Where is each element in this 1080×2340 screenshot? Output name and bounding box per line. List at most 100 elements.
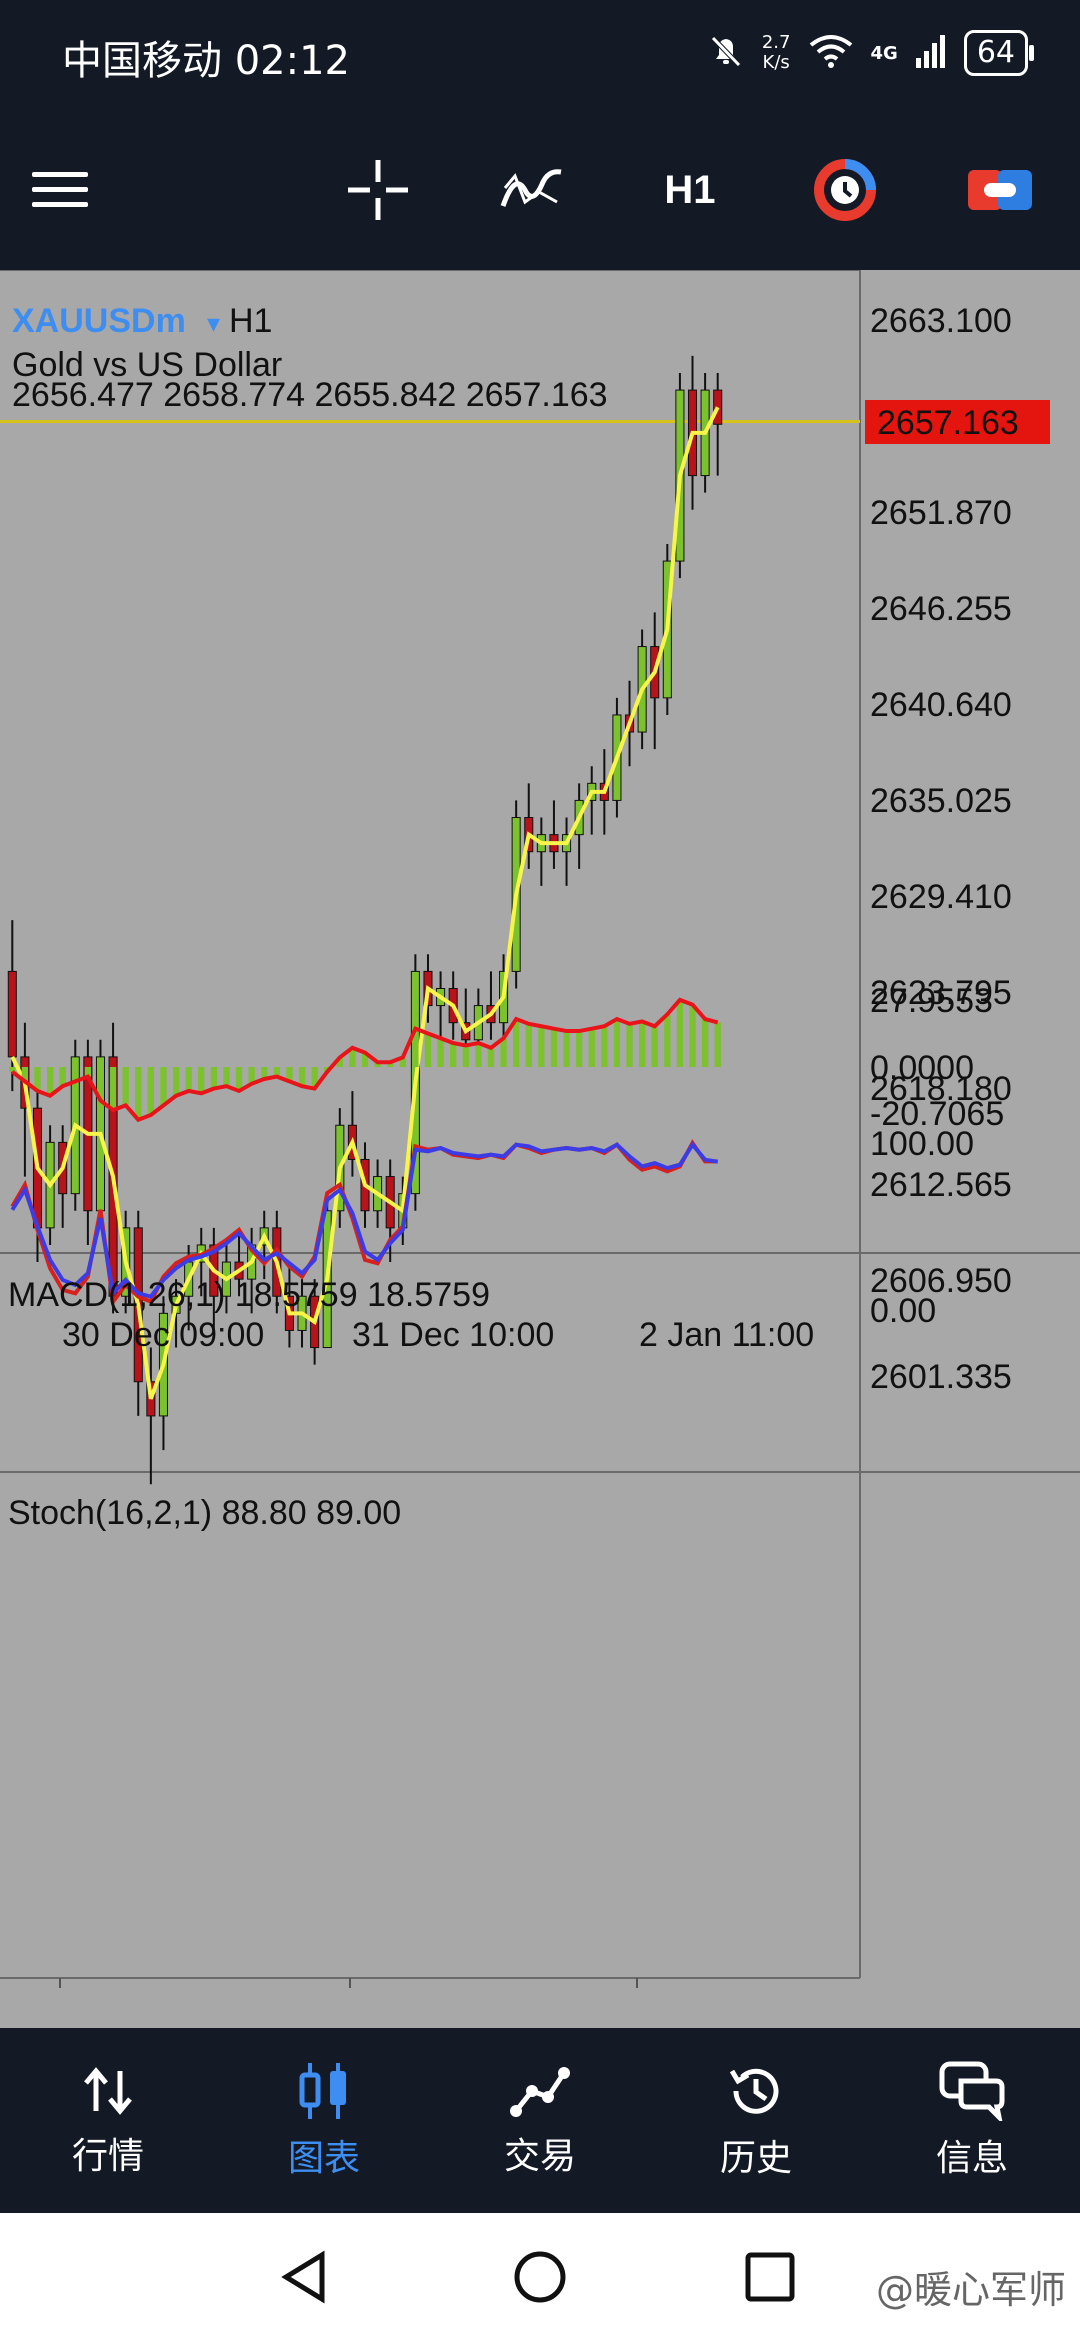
macd-histogram-bar	[437, 1038, 444, 1067]
macd-histogram-bar	[273, 1067, 280, 1077]
price-tick-label: 2646.255	[870, 590, 1012, 628]
trade-line-icon	[510, 2066, 570, 2117]
system-navigation-bar: @暖心军师	[0, 2213, 1080, 2340]
status-icons: 2.7 K/s 4G 64	[708, 28, 1035, 78]
macd-histogram-bar	[714, 1022, 721, 1067]
macd-histogram-bar	[286, 1067, 293, 1082]
chart-canvas[interactable]: 2663.100 2651.870 2646.255 2640.640 2635.025…	[0, 270, 1080, 2028]
macd-histogram-bar	[311, 1067, 318, 1089]
macd-histogram-bar	[374, 1062, 381, 1067]
macd-label: MACD(1,26,1) 18.5759 18.5759	[8, 1276, 490, 1314]
price-tick-label: 2618.180	[870, 1070, 1012, 1108]
nav-trade[interactable]: 交易	[432, 2028, 648, 2213]
macd-histogram-bar	[34, 1067, 41, 1091]
net-speed-unit: K/s	[762, 52, 790, 73]
timeframe-button[interactable]: H1	[640, 110, 740, 270]
macd-histogram-bar	[563, 1031, 570, 1067]
macd-histogram-bar	[210, 1067, 217, 1089]
macd-histogram-bar	[9, 1067, 16, 1072]
objects-icon	[814, 159, 876, 221]
chart-description: Gold vs US Dollar	[12, 346, 282, 384]
chart-toolbar: H1	[0, 110, 1080, 270]
macd-histogram-bar	[97, 1067, 104, 1101]
nav-messages[interactable]: 信息	[864, 2028, 1080, 2213]
price-tick-label: 2601.335	[870, 1358, 1012, 1396]
macd-tick-label: -20.7065	[870, 1095, 1004, 1133]
nav-quotes-label: 行情	[71, 2135, 144, 2177]
price-tick-label: 2606.950	[870, 1262, 1012, 1300]
macd-histogram-bar	[701, 1019, 709, 1067]
macd-histogram-bar	[261, 1067, 268, 1079]
current-price-tag	[865, 400, 1050, 444]
macd-histogram-bar	[613, 1019, 621, 1067]
nav-history[interactable]: 历史	[648, 2028, 864, 2213]
nav-messages-label: 信息	[935, 2137, 1008, 2179]
price-tick-label: 2663.100	[870, 302, 1012, 340]
macd-histogram-bar	[664, 1014, 671, 1067]
nav-quotes[interactable]: 行情	[0, 2028, 216, 2213]
time-tick-label: 31 Dec 10:00	[352, 1316, 554, 1354]
macd-histogram-bar	[638, 1021, 646, 1067]
price-tick-label: 2629.410	[870, 878, 1012, 916]
objects-button[interactable]	[795, 110, 895, 270]
indicators-button[interactable]	[482, 110, 582, 270]
macd-histogram-bar	[198, 1067, 205, 1094]
stoch-plot	[10, 1139, 719, 1307]
macd-histogram-bar	[676, 999, 684, 1067]
bottom-navigation: 行情 图表 交易 历史 信息	[0, 2028, 1080, 2213]
net-speed-value: 2.7	[761, 32, 791, 53]
macd-histogram-bar	[46, 1067, 54, 1096]
macd-histogram-bar	[651, 1026, 658, 1067]
symbol-dropdown-icon[interactable]: ▾	[207, 309, 220, 339]
macd-tick-label: 0.0000	[870, 1049, 974, 1087]
macd-histogram-bar	[172, 1067, 180, 1096]
trade-button[interactable]	[950, 110, 1050, 270]
macd-histogram-bar	[185, 1067, 192, 1091]
macd-histogram-bar	[626, 1023, 633, 1067]
time-tick-label: 30 Dec 09:00	[62, 1316, 264, 1354]
nav-chart[interactable]: 图表	[216, 2028, 432, 2213]
price-tick-label: 2651.870	[870, 494, 1012, 532]
macd-plot	[9, 997, 721, 1123]
nav-chart-label: 图表	[287, 2137, 360, 2179]
chart-area[interactable]: 2663.100 2651.870 2646.255 2640.640 2635.025…	[0, 270, 1080, 2028]
macd-histogram-bar	[298, 1067, 306, 1087]
macd-histogram-bar	[538, 1026, 545, 1067]
macd-histogram-bar	[21, 1067, 29, 1082]
moving-average-line	[10, 406, 720, 1400]
macd-histogram-bar	[84, 1067, 92, 1077]
menu-button[interactable]	[10, 110, 110, 270]
chart-candles-icon	[299, 2062, 346, 2119]
chart-symbol[interactable]: XAUUSDm	[12, 302, 186, 340]
crosshair-button[interactable]	[328, 110, 428, 270]
macd-histogram-bar	[72, 1067, 79, 1082]
macd-histogram-bar	[122, 1067, 129, 1106]
chart-timeframe: H1	[229, 302, 272, 340]
history-clock-icon	[729, 2068, 779, 2114]
macd-histogram-bar	[525, 1023, 532, 1067]
price-tick-label: 2635.025	[870, 782, 1012, 820]
trade-icon	[968, 170, 1032, 210]
macd-histogram-bar	[361, 1052, 369, 1067]
price-tick-label: 2612.565	[870, 1166, 1012, 1204]
macd-histogram-bar	[689, 1004, 696, 1067]
back-triangle-icon[interactable]	[278, 2249, 334, 2305]
macd-histogram-bar	[399, 1057, 406, 1067]
macd-histogram-bar	[147, 1067, 155, 1115]
stoch-main-line	[10, 1141, 719, 1299]
status-bar: 中国移动 02:12 2.7 K/s 4G 64	[0, 0, 1080, 110]
macd-histogram-bar	[235, 1067, 243, 1091]
stoch-tick-label: 100.00	[870, 1125, 974, 1163]
stoch-label: Stoch(16,2,1) 88.80 89.00	[8, 1494, 401, 1532]
time-tick-label: 2 Jan 11:00	[639, 1316, 814, 1354]
home-circle-icon[interactable]	[512, 2249, 568, 2305]
timeframe-label: H1	[664, 167, 716, 212]
quotes-arrows-icon	[84, 2066, 132, 2115]
recents-square-icon[interactable]	[744, 2251, 796, 2303]
network-type: 4G	[870, 42, 898, 64]
macd-histogram-bar	[349, 1047, 356, 1067]
macd-signal-line	[11, 997, 719, 1123]
macd-histogram-bar	[450, 1043, 457, 1067]
menu-icon	[32, 172, 88, 207]
macd-histogram-bar	[248, 1067, 255, 1084]
